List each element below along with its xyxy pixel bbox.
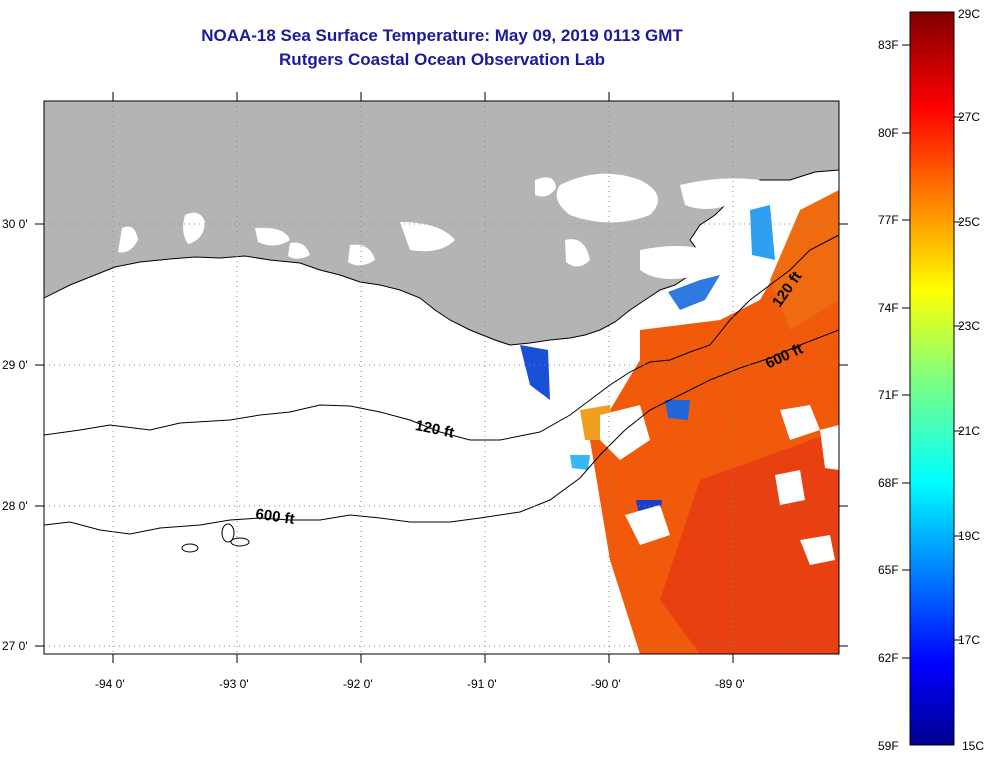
colorbar-f-label: 71F — [878, 388, 899, 402]
sst-cold-patch-1 — [668, 275, 720, 310]
lon-label: -94 0' — [95, 677, 125, 691]
lon-label: -92 0' — [343, 677, 373, 691]
colorbar-gradient — [909, 11, 955, 746]
contour-600ft — [44, 329, 839, 535]
colorbar-f-label: 83F — [878, 38, 899, 52]
colorbar-c-labels: 29C 27C 25C 23C 21C 19C 17C 15C — [958, 7, 984, 753]
colorbar-c-label: 15C — [962, 739, 984, 753]
colorbar: 83F 80F 77F 74F 71F 68F 65F 62F 59F 29C … — [878, 7, 984, 753]
colorbar-f-label: 77F — [878, 213, 899, 227]
sst-cool-patch-6 — [570, 455, 590, 470]
lat-label: 28 0' — [2, 499, 28, 513]
colorbar-c-label: 17C — [958, 633, 980, 647]
graticule — [44, 101, 839, 654]
contour-label-600-west: 600 ft — [254, 506, 295, 528]
lon-label: -90 0' — [591, 677, 621, 691]
colorbar-c-label: 23C — [958, 319, 980, 333]
colorbar-f-label: 59F — [878, 739, 899, 753]
map-title: NOAA-18 Sea Surface Temperature: May 09,… — [201, 26, 683, 45]
land-mass — [44, 101, 839, 346]
lon-label: -93 0' — [219, 677, 249, 691]
cloud-mask — [600, 405, 839, 565]
map-ticks — [35, 92, 848, 663]
colorbar-c-label: 29C — [958, 7, 980, 21]
sst-cold-patch-5 — [665, 400, 690, 420]
colorbar-f-label: 80F — [878, 126, 899, 140]
contour-label-120-west: 120 ft — [414, 417, 456, 442]
lat-label: 30 0' — [2, 217, 28, 231]
map-frame — [43, 100, 840, 655]
land-lakes — [118, 173, 760, 279]
sst-cold-patch-2 — [520, 345, 550, 400]
colorbar-f-label: 62F — [878, 651, 899, 665]
lat-label: 29 0' — [2, 358, 28, 372]
lon-labels: -94 0' -93 0' -92 0' -91 0' -90 0' -89 0… — [95, 677, 745, 691]
lat-label: 27 0' — [2, 639, 28, 653]
colorbar-c-label: 27C — [958, 110, 980, 124]
sst-band-east — [770, 190, 839, 330]
map-subtitle: Rutgers Coastal Ocean Observation Lab — [279, 50, 605, 69]
colorbar-f-label: 65F — [878, 563, 899, 577]
colorbar-f-labels: 83F 80F 77F 74F 71F 68F 65F 62F 59F — [878, 38, 899, 753]
lon-label: -91 0' — [467, 677, 497, 691]
colorbar-c-label: 25C — [958, 215, 980, 229]
lat-labels: 30 0' 29 0' 28 0' 27 0' — [2, 217, 28, 653]
sst-cold-patch-3 — [750, 205, 775, 260]
colorbar-f-label: 68F — [878, 476, 899, 490]
colorbar-f-label: 74F — [878, 301, 899, 315]
lon-label: -89 0' — [715, 677, 745, 691]
colorbar-c-label: 19C — [958, 529, 980, 543]
colorbar-c-label: 21C — [958, 424, 980, 438]
